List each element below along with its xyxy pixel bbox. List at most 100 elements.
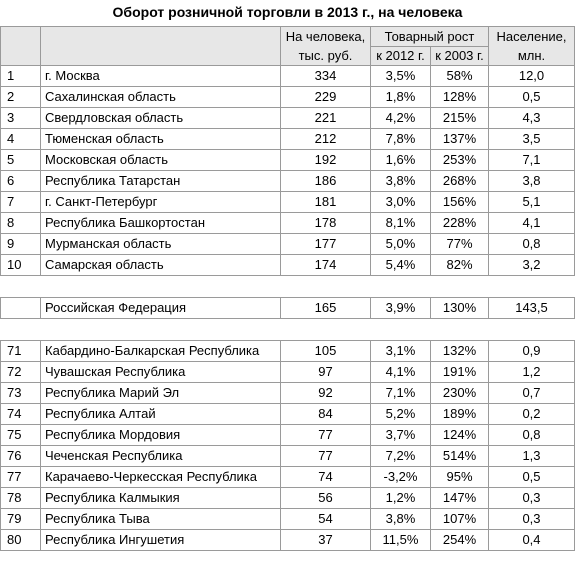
- growth-2003-cell: 77%: [430, 233, 489, 255]
- per-capita-cell: 74: [280, 466, 371, 488]
- header-name: [40, 26, 281, 66]
- rank-cell: 76: [0, 445, 41, 467]
- region-name-cell: Карачаево-Черкесская Республика: [40, 466, 281, 488]
- table-row: 74 Республика Алтай 84 5,2% 189% 0,2: [0, 403, 575, 425]
- region-name-cell: Республика Татарстан: [40, 170, 281, 192]
- per-capita-cell: 165: [280, 297, 371, 319]
- rank-cell: 7: [0, 191, 41, 213]
- table-row: 77 Карачаево-Черкесская Республика 74 -3,2%…: [0, 466, 575, 488]
- header-row-2: к 2012 г. к 2003 г.: [1, 46, 575, 66]
- region-name-cell: Республика Тыва: [40, 508, 281, 530]
- region-name-cell: Московская область: [40, 149, 281, 171]
- region-name-cell: Самарская область: [40, 254, 281, 276]
- population-cell: 1,3: [488, 445, 575, 467]
- population-cell: 0,5: [488, 86, 575, 108]
- growth-2003-cell: 128%: [430, 86, 489, 108]
- growth-2003-cell: 253%: [430, 149, 489, 171]
- rank-cell: 5: [0, 149, 41, 171]
- table-row: 71 Кабардино-Балкарская Республика 105 3,1%…: [0, 340, 575, 362]
- table-row: 6 Республика Татарстан 186 3,8% 268% 3,8: [0, 170, 575, 192]
- growth-2003-cell: 230%: [430, 382, 489, 404]
- header-population: Население, млн.: [488, 26, 575, 66]
- rank-cell: 10: [0, 254, 41, 276]
- per-capita-cell: 212: [280, 128, 371, 150]
- per-capita-cell: 181: [280, 191, 371, 213]
- region-name-cell: Республика Марий Эл: [40, 382, 281, 404]
- retail-turnover-table: На человека, тыс. руб. Товарный рост Нас…: [0, 26, 575, 551]
- population-cell: 12,0: [488, 65, 575, 87]
- per-capita-cell: 37: [280, 529, 371, 551]
- rank-cell: 4: [0, 128, 41, 150]
- growth-2012-cell: 8,1%: [370, 212, 431, 234]
- growth-2012-cell: 11,5%: [370, 529, 431, 551]
- rank-cell: 79: [0, 508, 41, 530]
- growth-2012-cell: 3,8%: [370, 508, 431, 530]
- region-name-cell: Тюменская область: [40, 128, 281, 150]
- region-name-cell: Республика Ингушетия: [40, 529, 281, 551]
- growth-2012-cell: 4,2%: [370, 107, 431, 129]
- growth-2012-cell: 3,1%: [370, 340, 431, 362]
- population-cell: 0,8: [488, 233, 575, 255]
- growth-2012-cell: 5,2%: [370, 403, 431, 425]
- per-capita-cell: 105: [280, 340, 371, 362]
- per-capita-cell: 54: [280, 508, 371, 530]
- population-cell: 0,2: [488, 403, 575, 425]
- spacer-row: [0, 318, 575, 341]
- population-cell: 3,2: [488, 254, 575, 276]
- population-cell: 0,3: [488, 487, 575, 509]
- population-cell: 4,3: [488, 107, 575, 129]
- population-cell: 7,1: [488, 149, 575, 171]
- growth-2003-cell: 189%: [430, 403, 489, 425]
- rank-cell: [0, 297, 41, 319]
- table-row: 4 Тюменская область 212 7,8% 137% 3,5: [0, 128, 575, 150]
- table-row: 2 Сахалинская область 229 1,8% 128% 0,5: [0, 86, 575, 108]
- header-row-1: На человека, тыс. руб. Товарный рост Нас…: [0, 26, 575, 66]
- rank-cell: 73: [0, 382, 41, 404]
- growth-2012-cell: 5,0%: [370, 233, 431, 255]
- rank-cell: 2: [0, 86, 41, 108]
- region-name-cell: Чувашская Республика: [40, 361, 281, 383]
- region-name-cell: Чеченская Республика: [40, 445, 281, 467]
- region-name-cell: Республика Алтай: [40, 403, 281, 425]
- growth-2012-cell: 7,8%: [370, 128, 431, 150]
- growth-2003-cell: 215%: [430, 107, 489, 129]
- per-capita-cell: 174: [280, 254, 371, 276]
- per-capita-cell: 84: [280, 403, 371, 425]
- region-name-cell: г. Санкт-Петербург: [40, 191, 281, 213]
- per-capita-cell: 229: [280, 86, 371, 108]
- rank-cell: 1: [0, 65, 41, 87]
- growth-2012-cell: -3,2%: [370, 466, 431, 488]
- table-row: 5 Московская область 192 1,6% 253% 7,1: [0, 149, 575, 171]
- rank-cell: 8: [0, 212, 41, 234]
- rank-cell: 3: [0, 107, 41, 129]
- rank-cell: 72: [0, 361, 41, 383]
- growth-2003-cell: 514%: [430, 445, 489, 467]
- header-population-label: Население,: [496, 29, 567, 44]
- rank-cell: 74: [0, 403, 41, 425]
- spacer-row: [0, 275, 575, 298]
- population-cell: 0,8: [488, 424, 575, 446]
- per-capita-cell: 177: [280, 233, 371, 255]
- rank-cell: 77: [0, 466, 41, 488]
- population-cell: 0,3: [488, 508, 575, 530]
- population-cell: 3,5: [488, 128, 575, 150]
- growth-2012-cell: 3,7%: [370, 424, 431, 446]
- header-growth-2012: к 2012 г.: [370, 46, 431, 66]
- table-row: 8 Республика Башкортостан 178 8,1% 228% 4,1: [0, 212, 575, 234]
- growth-2003-cell: 132%: [430, 340, 489, 362]
- table-row: 75 Республика Мордовия 77 3,7% 124% 0,8: [0, 424, 575, 446]
- table-body: На человека, тыс. руб. Товарный рост Нас…: [0, 26, 575, 551]
- growth-2012-cell: 1,6%: [370, 149, 431, 171]
- per-capita-cell: 221: [280, 107, 371, 129]
- rank-cell: 71: [0, 340, 41, 362]
- growth-2012-cell: 3,9%: [370, 297, 431, 319]
- table-row: 9 Мурманская область 177 5,0% 77% 0,8: [0, 233, 575, 255]
- header-population-unit: млн.: [517, 48, 546, 63]
- header-per-capita: На человека, тыс. руб.: [280, 26, 371, 66]
- population-cell: 5,1: [488, 191, 575, 213]
- growth-2003-cell: 124%: [430, 424, 489, 446]
- table-row: 79 Республика Тыва 54 3,8% 107% 0,3: [0, 508, 575, 530]
- region-name-cell: Сахалинская область: [40, 86, 281, 108]
- rank-cell: 75: [0, 424, 41, 446]
- growth-2012-cell: 4,1%: [370, 361, 431, 383]
